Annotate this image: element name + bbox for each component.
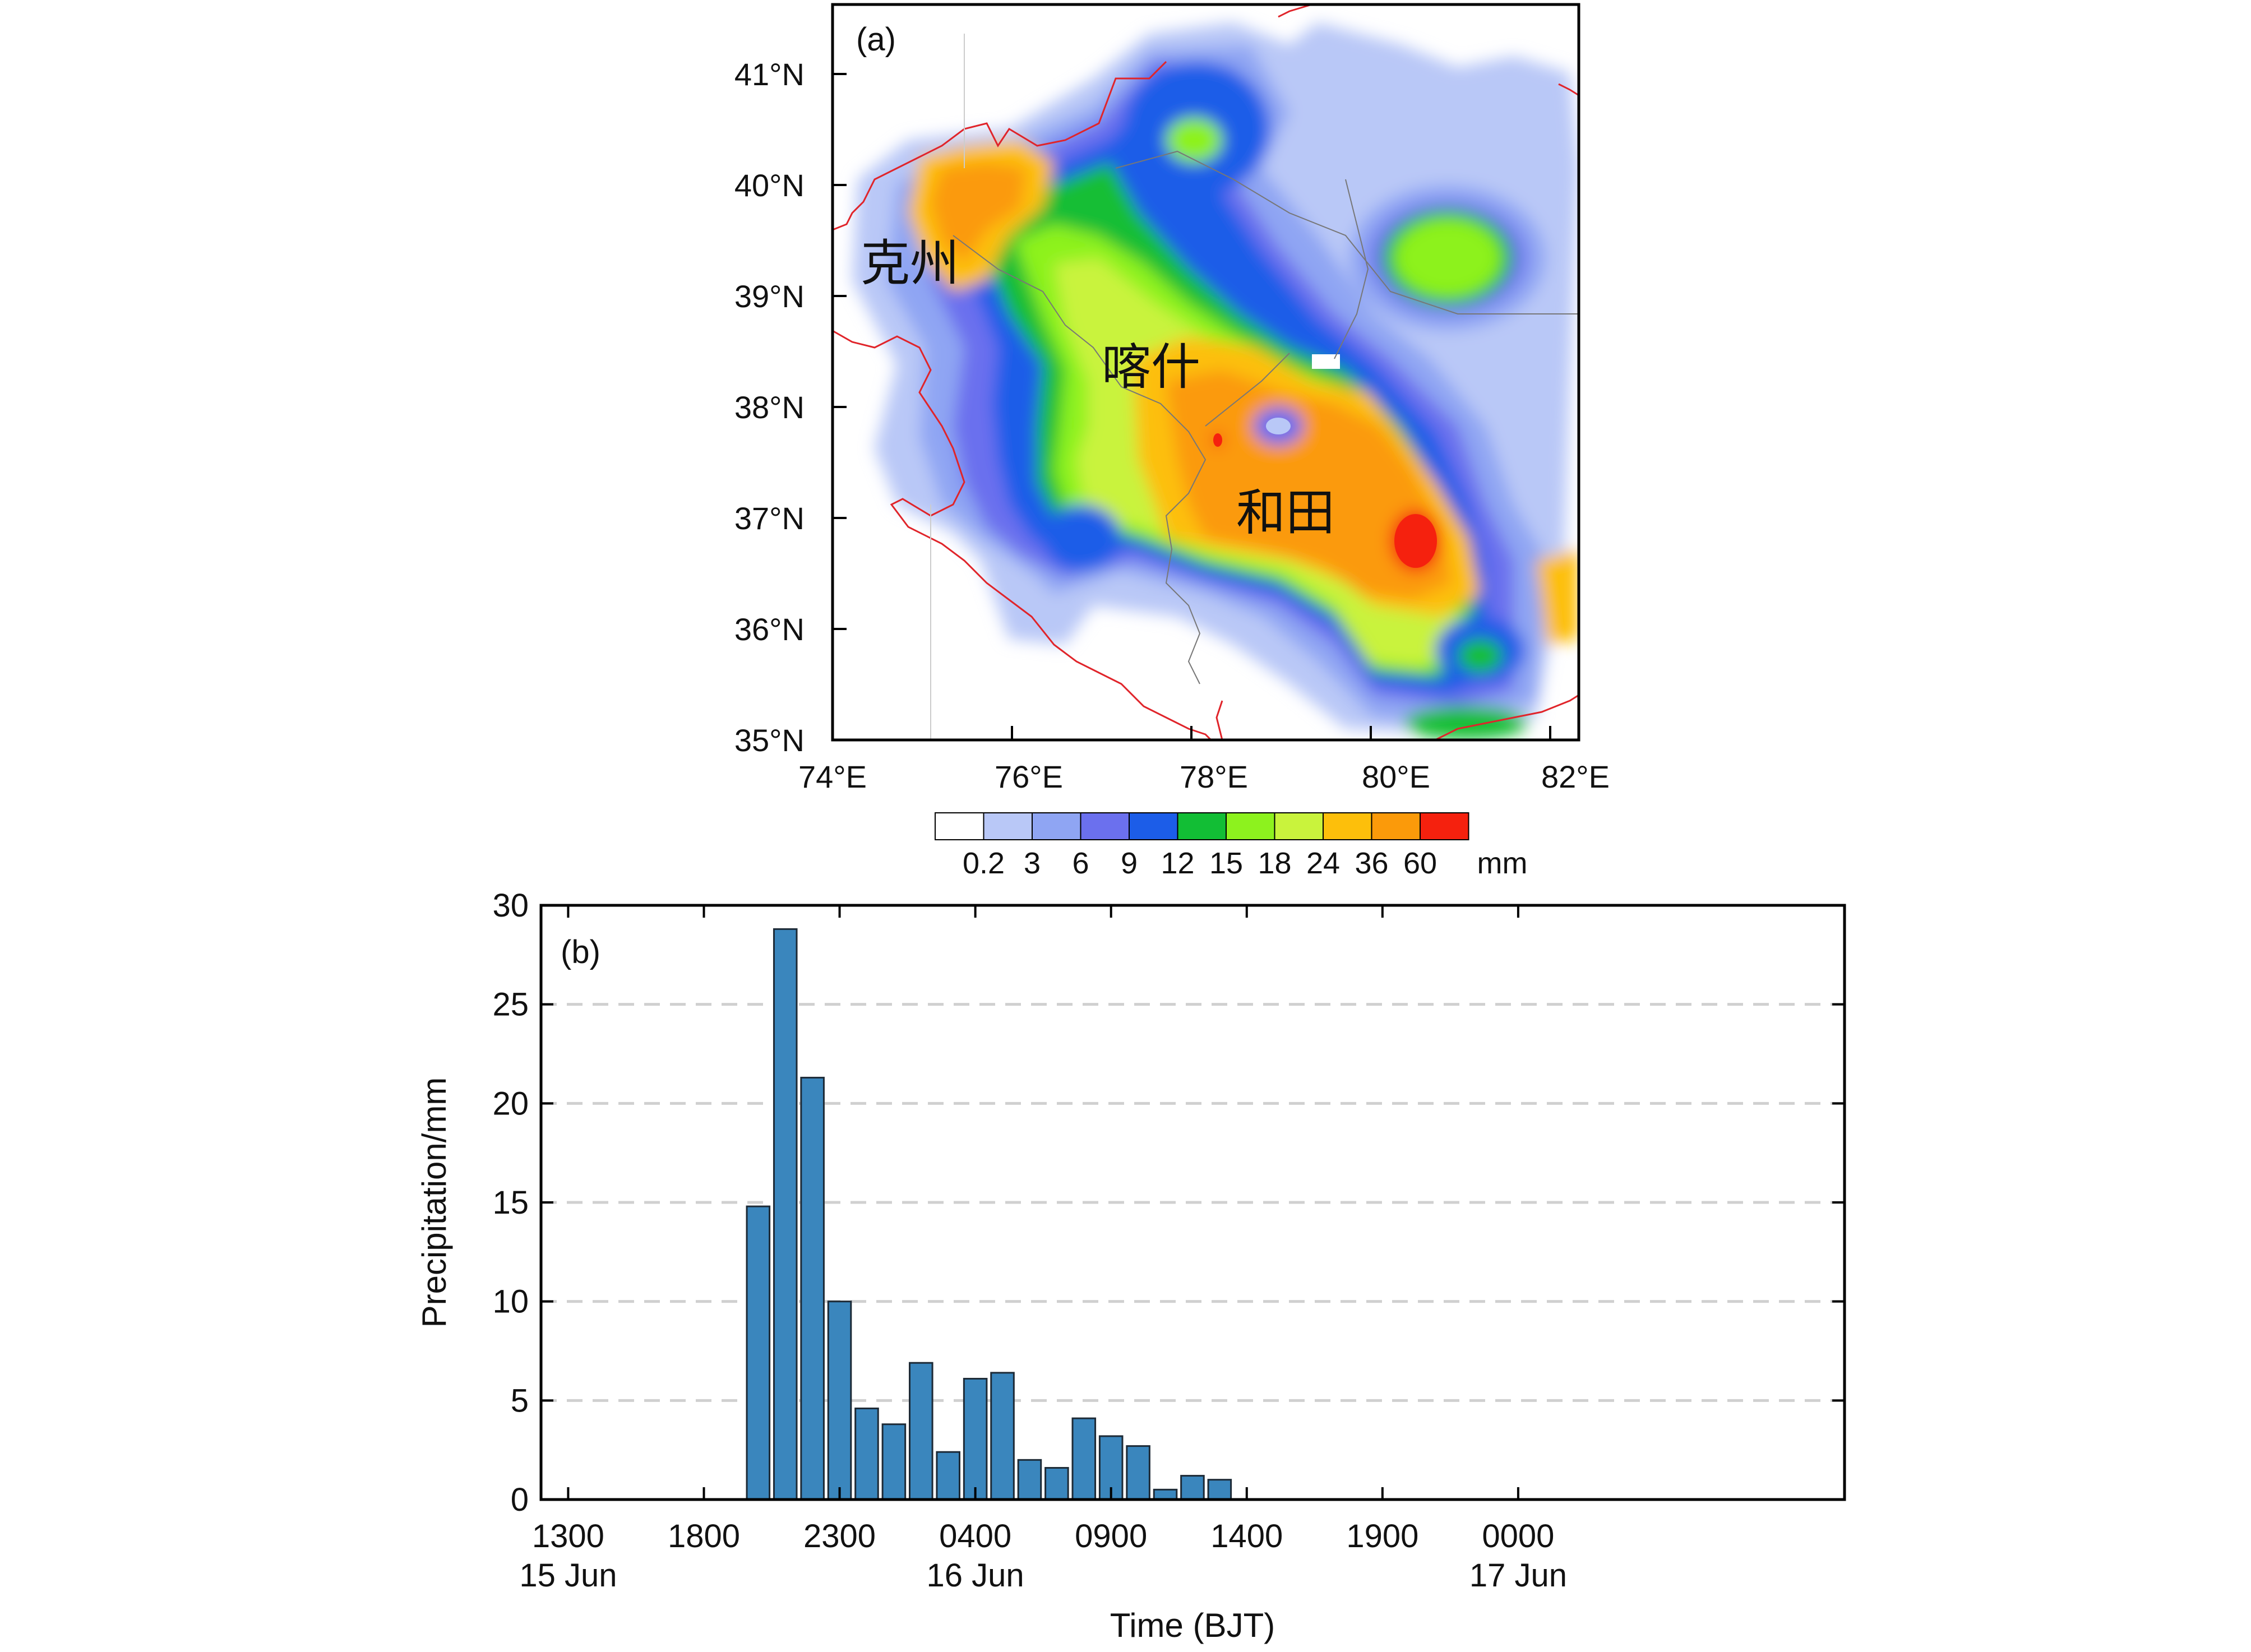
bar (990, 1372, 1015, 1501)
y-tick-label: 20 (492, 1085, 529, 1122)
lat-tick-label: 38°N (734, 390, 805, 425)
x-tick-label: 0000 (1482, 1518, 1554, 1554)
y-tick-label: 0 (511, 1482, 529, 1518)
colorbar: 0.2 3 6 9 12 15 18 24 36 60 mm (935, 812, 1528, 880)
x-axis-title: Time (BJT) (1110, 1607, 1275, 1644)
bar (1017, 1459, 1042, 1501)
bar (1071, 1417, 1097, 1501)
lon-tick-label: 76°E (995, 759, 1063, 794)
lat-tick-label: 40°N (734, 168, 805, 203)
bars (746, 928, 1232, 1501)
colorbar-swatch (1371, 812, 1421, 840)
map-frame (831, 3, 1580, 742)
lat-axis: 35°N 36°N 37°N 38°N 39°N 40°N 41°N (734, 57, 847, 758)
y-grid (541, 1003, 1845, 1402)
x-tick-date-label: 17 Jun (1469, 1557, 1567, 1594)
colorbar-tick-label: 18 (1258, 846, 1291, 880)
lat-tick-label: 37°N (734, 501, 805, 536)
colorbar-swatch (1129, 812, 1178, 840)
x-tick-label: 1800 (668, 1518, 740, 1554)
colorbar-tick-label: 15 (1209, 846, 1243, 880)
lat-tick-label: 41°N (734, 57, 805, 92)
place-label-kezhou: 克州 (861, 235, 959, 291)
place-label-hotan: 和田 (1236, 485, 1335, 540)
colorbar-tick-label: 3 (1024, 846, 1041, 880)
colorbar-swatch (1080, 812, 1130, 840)
y-tick-label: 10 (492, 1284, 529, 1320)
y-tick-label: 30 (492, 887, 529, 924)
lat-tick-label: 36°N (734, 612, 805, 647)
lon-tick-label: 80°E (1362, 759, 1430, 794)
y-tick-label: 25 (492, 987, 529, 1023)
colorbar-tick-label: 24 (1306, 846, 1340, 880)
colorbar-swatch (935, 812, 984, 840)
colorbar-swatch (1420, 812, 1469, 840)
x-tick-label: 1900 (1346, 1518, 1418, 1554)
colorbar-tick-label: 12 (1161, 846, 1194, 880)
bar (800, 1076, 825, 1501)
x-tick-label: 1300 (532, 1518, 604, 1554)
bar (963, 1377, 988, 1501)
bar (854, 1407, 879, 1501)
panel-a-map: (a) 克州 喀什 和田 35°N 36°N 37°N 38°N 39°N 40… (734, 3, 1610, 880)
bar (1153, 1488, 1178, 1501)
colorbar-tick-label: 60 (1403, 846, 1437, 880)
y-tick-label: 15 (492, 1184, 529, 1221)
map-borders (833, 4, 1579, 740)
colorbar-tick-label: 6 (1072, 846, 1089, 880)
colorbar-swatch (1226, 812, 1275, 840)
bar (1044, 1466, 1069, 1501)
bar (773, 928, 798, 1501)
lon-tick-label: 78°E (1180, 759, 1248, 794)
colorbar-tick-label: 9 (1121, 846, 1138, 880)
bar (746, 1205, 771, 1501)
panel-a-label: (a) (856, 21, 896, 58)
y-axis-title: Precipitation/mm (415, 1077, 453, 1328)
lon-axis: 74°E 76°E 78°E 80°E 82°E (798, 726, 1610, 794)
y-axis: 0 5 10 15 20 25 30 (492, 887, 1845, 1518)
bar (1207, 1479, 1232, 1501)
bar (909, 1362, 933, 1501)
colorbar-swatch (1274, 812, 1324, 840)
x-tick-label: 0900 (1075, 1518, 1147, 1554)
panel-b-label: (b) (561, 934, 600, 970)
colorbar-swatch (1177, 812, 1227, 840)
lon-tick-label: 74°E (798, 759, 867, 794)
colorbar-tick-label: 36 (1355, 846, 1388, 880)
x-tick-label: 2300 (803, 1518, 876, 1554)
colorbar-tick-label: 0.2 (963, 846, 1005, 880)
x-tick-label: 0400 (939, 1518, 1011, 1554)
y-tick-label: 5 (511, 1382, 529, 1419)
lat-tick-label: 39°N (734, 279, 805, 314)
colorbar-unit: mm (1477, 846, 1528, 880)
x-tick-label: 1400 (1210, 1518, 1283, 1554)
lat-tick-label: 35°N (734, 723, 805, 758)
lon-tick-label: 82°E (1541, 759, 1610, 794)
bar (1180, 1475, 1205, 1501)
bar (827, 1301, 852, 1501)
precip-field (852, 22, 1579, 740)
x-tick-date-label: 15 Jun (519, 1557, 617, 1594)
bar (1126, 1445, 1150, 1501)
colorbar-swatch (983, 812, 1033, 840)
bar (936, 1451, 960, 1501)
colorbar-swatch (1032, 812, 1081, 840)
place-label-kashgar: 喀什 (1102, 339, 1200, 395)
colorbar-swatch (1323, 812, 1372, 840)
x-tick-date-label: 16 Jun (927, 1557, 1024, 1594)
bar (881, 1423, 907, 1501)
